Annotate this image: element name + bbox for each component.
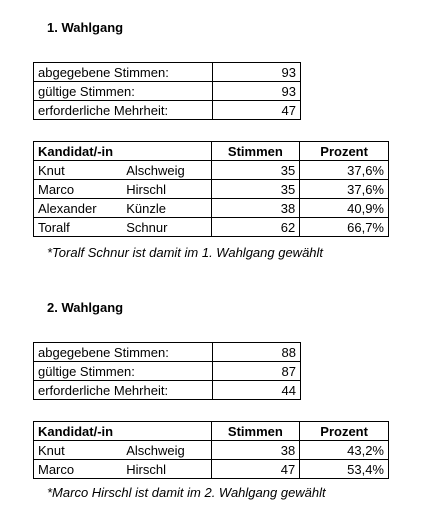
summary-row: abgegebene Stimmen: 88 bbox=[33, 342, 301, 362]
candidate-row: Knut Alschweig 35 37,6% bbox=[33, 160, 389, 180]
last-name: Künzle bbox=[122, 198, 212, 218]
header-cell: Stimmen bbox=[210, 421, 301, 441]
last-name: Schnur bbox=[122, 217, 212, 237]
votes: 47 bbox=[210, 459, 301, 479]
summary-row: gültige Stimmen: 93 bbox=[33, 81, 301, 101]
summary-value: 88 bbox=[212, 342, 301, 362]
votes: 62 bbox=[210, 217, 301, 237]
candidate-row: Alexander Künzle 38 40,9% bbox=[33, 198, 389, 218]
summary-table: abgegebene Stimmen: 93 gültige Stimmen: 93 e… bbox=[33, 62, 301, 120]
votes: 38 bbox=[210, 198, 301, 218]
votes: 38 bbox=[210, 440, 301, 460]
header-row: Kandidat/-in Stimmen Prozent bbox=[33, 421, 389, 441]
summary-table: abgegebene Stimmen: 88 gültige Stimmen: 87 e… bbox=[33, 342, 301, 400]
candidate-table: Kandidat/-in Stimmen Prozent Knut Alschweig 3… bbox=[33, 421, 389, 479]
section-title: 1. Wahlgang bbox=[47, 20, 124, 35]
percent: 66,7% bbox=[299, 217, 389, 237]
votes: 35 bbox=[210, 160, 301, 180]
candidate-row: Knut Alschweig 38 43,2% bbox=[33, 440, 389, 460]
note: *Toralf Schnur ist damit im 1. Wahlgang … bbox=[47, 245, 324, 260]
header-cell: Stimmen bbox=[210, 141, 301, 161]
summary-row: abgegebene Stimmen: 93 bbox=[33, 62, 301, 82]
first-name: Alexander bbox=[33, 198, 123, 218]
first-name: Marco bbox=[33, 179, 123, 199]
summary-row: gültige Stimmen: 87 bbox=[33, 361, 301, 381]
summary-label: abgegebene Stimmen: bbox=[33, 62, 213, 82]
header-cell: Kandidat/-in bbox=[33, 421, 212, 441]
header-cell: Prozent bbox=[299, 421, 389, 441]
summary-label: abgegebene Stimmen: bbox=[33, 342, 213, 362]
last-name: Hirschl bbox=[122, 179, 212, 199]
percent: 37,6% bbox=[299, 179, 389, 199]
note: *Marco Hirschl ist damit im 2. Wahlgang … bbox=[47, 485, 326, 500]
last-name: Alschweig bbox=[122, 440, 212, 460]
percent: 40,9% bbox=[299, 198, 389, 218]
summary-label: erforderliche Mehrheit: bbox=[33, 380, 213, 400]
summary-row: erforderliche Mehrheit: 47 bbox=[33, 100, 301, 120]
percent: 37,6% bbox=[299, 160, 389, 180]
section-title: 2. Wahlgang bbox=[47, 300, 124, 315]
first-name: Knut bbox=[33, 160, 123, 180]
percent: 43,2% bbox=[299, 440, 389, 460]
votes: 35 bbox=[210, 179, 301, 199]
header-row: Kandidat/-in Stimmen Prozent bbox=[33, 141, 389, 161]
first-name: Toralf bbox=[33, 217, 123, 237]
summary-label: gültige Stimmen: bbox=[33, 81, 213, 101]
candidate-row: Toralf Schnur 62 66,7% bbox=[33, 217, 389, 237]
summary-value: 93 bbox=[212, 81, 301, 101]
header-cell: Kandidat/-in bbox=[33, 141, 212, 161]
candidate-row: Marco Hirschl 47 53,4% bbox=[33, 459, 389, 479]
percent: 53,4% bbox=[299, 459, 389, 479]
summary-value: 87 bbox=[212, 361, 301, 381]
summary-row: erforderliche Mehrheit: 44 bbox=[33, 380, 301, 400]
summary-value: 93 bbox=[212, 62, 301, 82]
candidate-table: Kandidat/-in Stimmen Prozent Knut Alschweig 3… bbox=[33, 141, 389, 237]
last-name: Hirschl bbox=[122, 459, 212, 479]
summary-value: 47 bbox=[212, 100, 301, 120]
summary-label: gültige Stimmen: bbox=[33, 361, 213, 381]
candidate-row: Marco Hirschl 35 37,6% bbox=[33, 179, 389, 199]
first-name: Marco bbox=[33, 459, 123, 479]
header-cell: Prozent bbox=[299, 141, 389, 161]
summary-label: erforderliche Mehrheit: bbox=[33, 100, 213, 120]
summary-value: 44 bbox=[212, 380, 301, 400]
last-name: Alschweig bbox=[122, 160, 212, 180]
first-name: Knut bbox=[33, 440, 123, 460]
